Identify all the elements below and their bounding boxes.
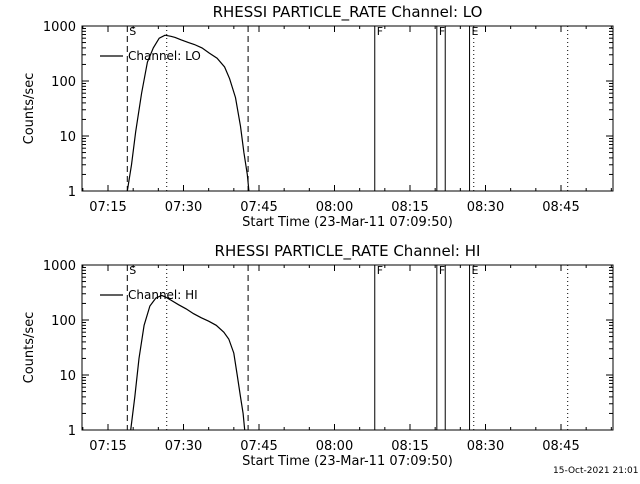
panel-2-title: RHESSI PARTICLE_RATE Channel: HI (215, 242, 481, 261)
panel-2-x-tick-label: 08:00 (316, 439, 353, 454)
panel-1-y-tick-label: 1 (68, 185, 76, 200)
panel-1-x-axis-label: Start Time (23-Mar-11 07:09:50) (242, 215, 453, 230)
panel-1-y-axis-label: Counts/sec (22, 73, 37, 145)
panel-1-plot-frame (81, 25, 614, 192)
panel-1-y-tick-label: 100 (51, 75, 76, 90)
panel-2-plot-frame (81, 264, 614, 431)
panel-1-y-tick-label: 1000 (43, 20, 76, 35)
panel-2-x-tick-label: 07:45 (240, 439, 277, 454)
panel-2-event-label: F (377, 264, 383, 277)
panel-1-event-label: F (439, 25, 445, 38)
panel-2-series-line (130, 294, 246, 431)
panel-2-y-axis-label: Counts/sec (22, 312, 37, 384)
panel-2-legend-label: Channel: HI (128, 288, 198, 302)
panel-1-x-tick-label: 07:15 (89, 200, 126, 215)
panel-1-x-tick-label: 08:00 (316, 200, 353, 215)
panel-2-x-tick-label: 07:15 (89, 439, 126, 454)
panel-1-x-tick-label: 08:30 (467, 200, 504, 215)
panel-1-x-tick-label: 08:45 (542, 200, 579, 215)
panel-1-y-tick-label: 10 (59, 130, 76, 145)
panel-1-x-tick-label: 08:15 (391, 200, 428, 215)
panel-2-x-axis-label: Start Time (23-Mar-11 07:09:50) (242, 454, 453, 469)
panel-1-x-tick-label: 07:45 (240, 200, 277, 215)
panel-2-event-label: S (129, 264, 136, 277)
panel-2-event-label: F (439, 264, 445, 277)
panel-1-event-label: S (129, 25, 136, 38)
panel-2-y-tick-label: 1 (68, 424, 76, 439)
panel-2-y-tick-label: 100 (51, 314, 76, 329)
panel-2-event-label: E (472, 264, 479, 277)
panel-1-series-line (126, 34, 250, 192)
panel-2-y-tick-label: 10 (59, 369, 76, 384)
panel-1-event-label: F (377, 25, 383, 38)
panel-1-title: RHESSI PARTICLE_RATE Channel: LO (213, 3, 483, 22)
panel-2-x-tick-label: 08:30 (467, 439, 504, 454)
panel-2-x-tick-label: 08:15 (391, 439, 428, 454)
panel-1-x-tick-label: 07:30 (165, 200, 202, 215)
panel-2-x-tick-label: 08:45 (542, 439, 579, 454)
panel-1-event-label: E (472, 25, 479, 38)
panel-2-x-tick-label: 07:30 (165, 439, 202, 454)
timestamp: 15-Oct-2021 21:01 (553, 466, 639, 476)
panel-1-legend-label: Channel: LO (128, 49, 201, 63)
panel-2-y-tick-label: 1000 (43, 259, 76, 274)
